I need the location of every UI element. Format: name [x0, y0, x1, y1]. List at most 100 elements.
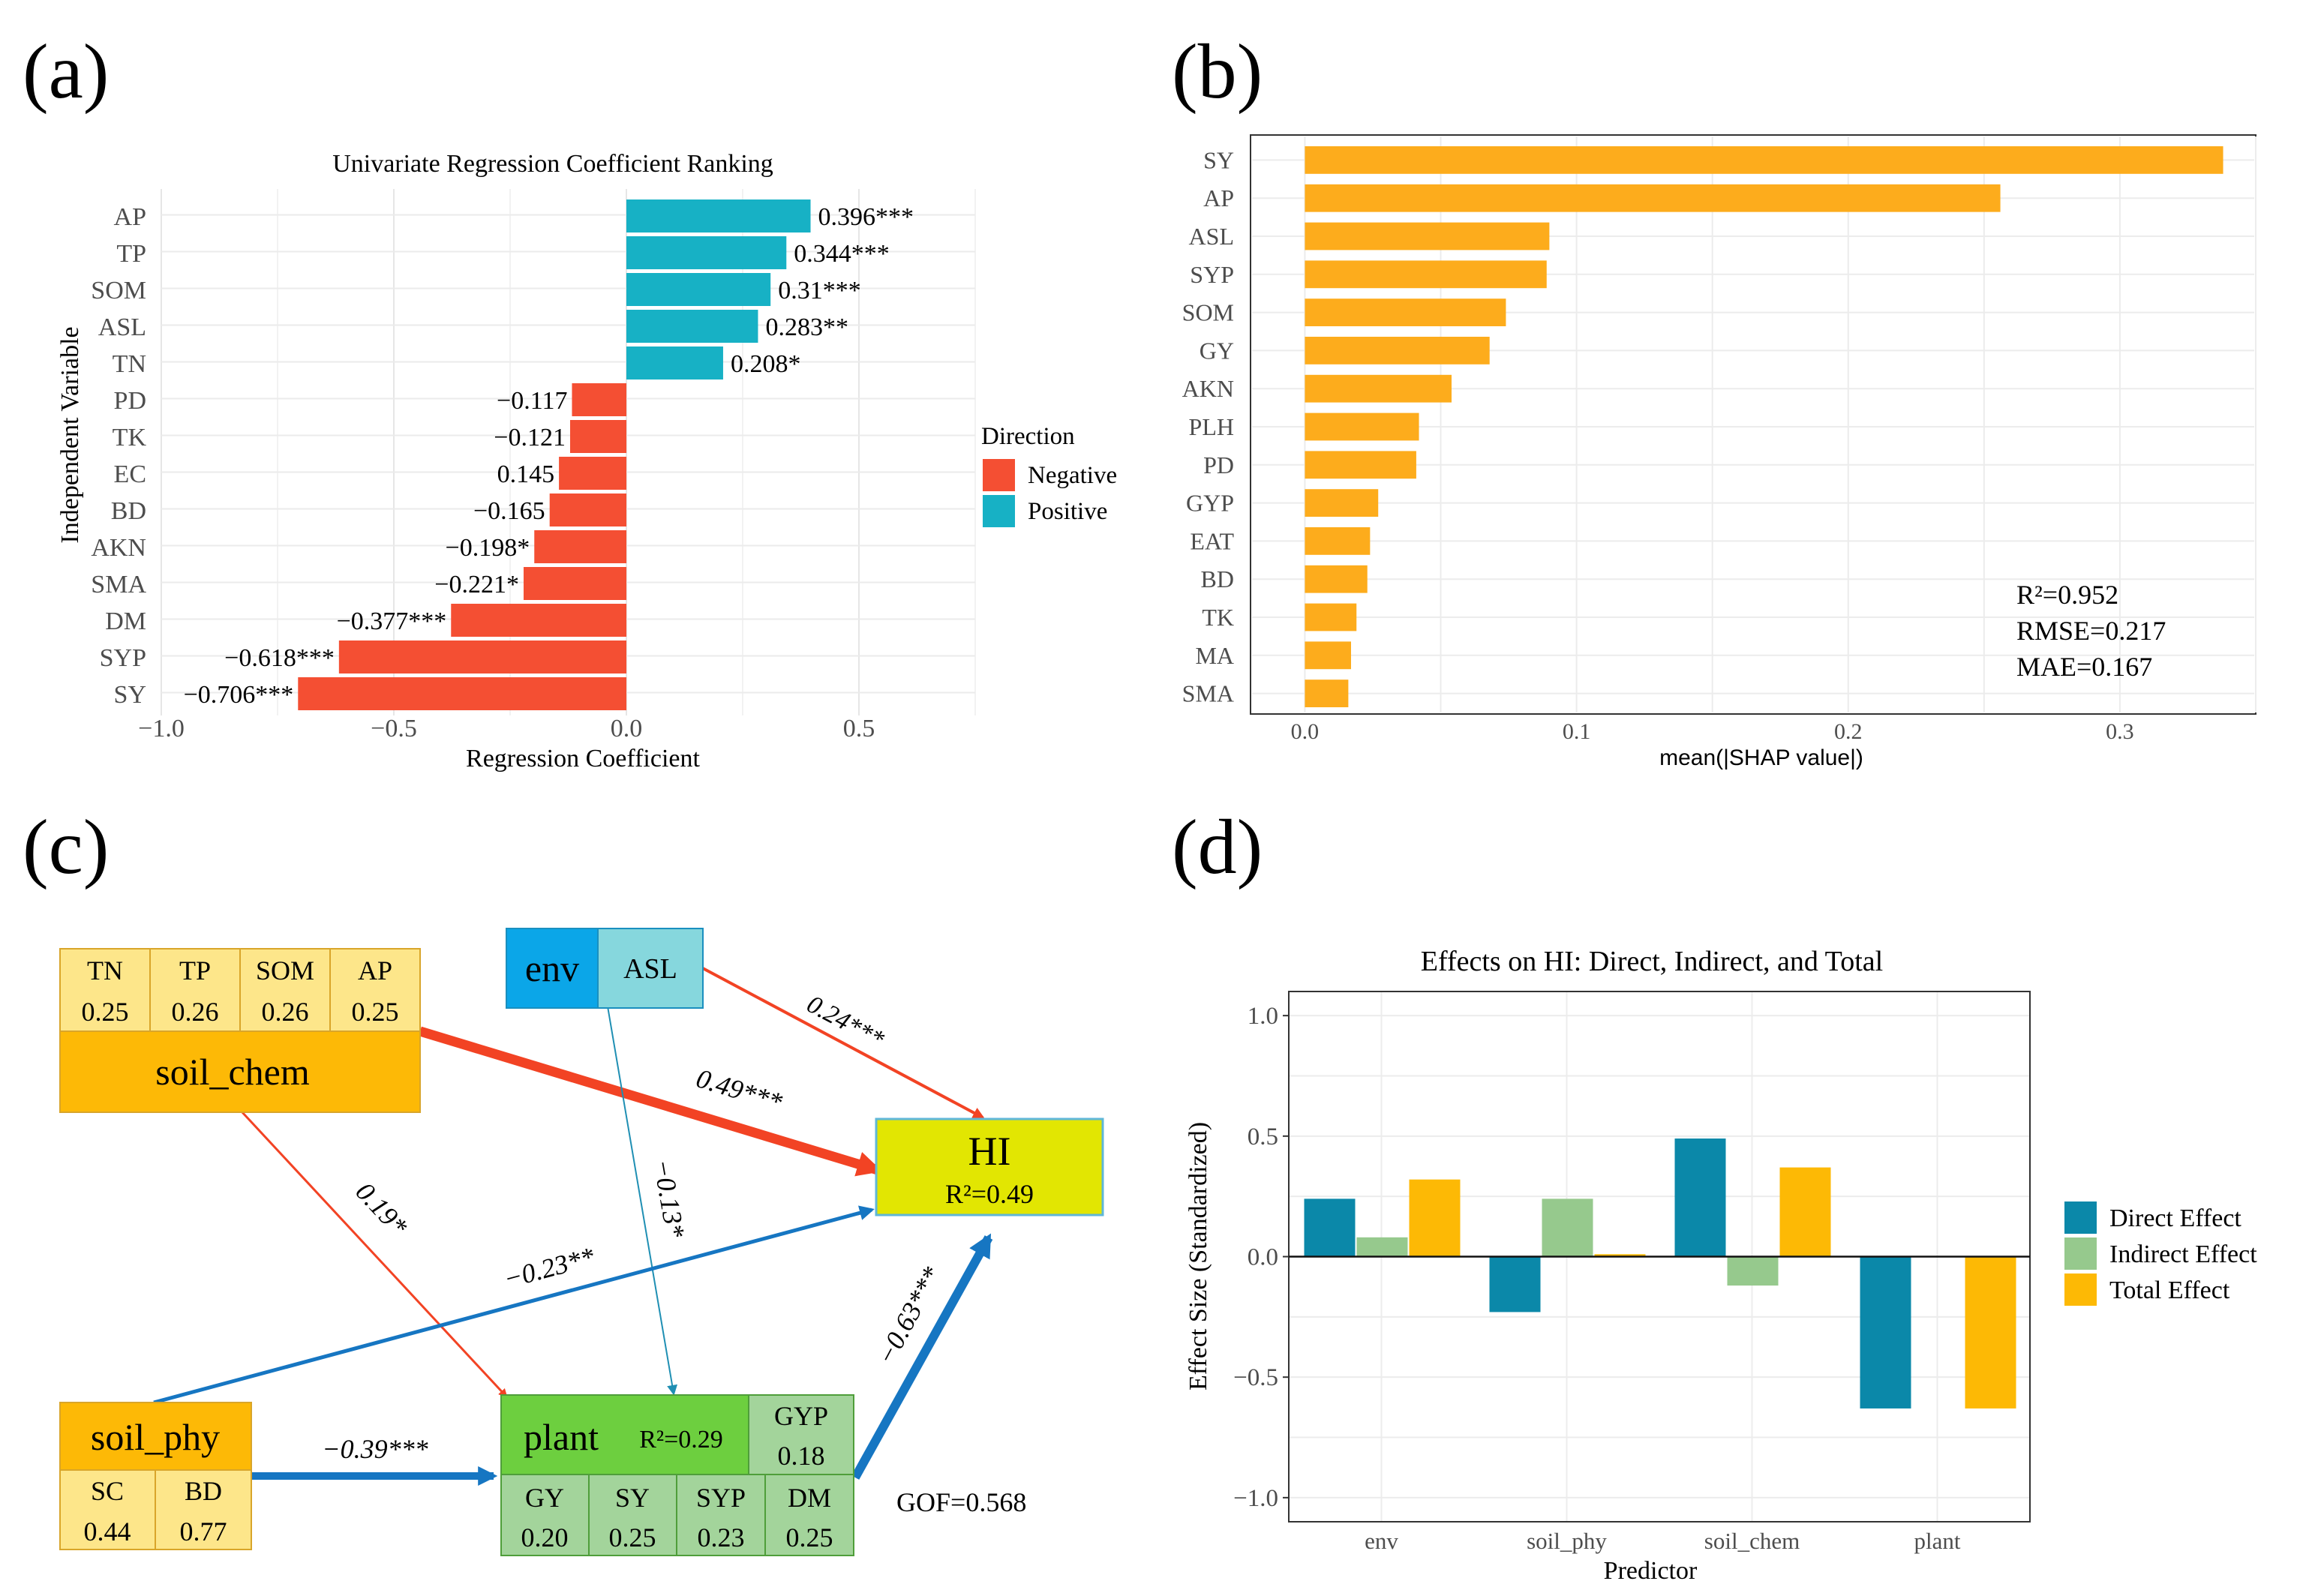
panel-a-legend: Direction Negative Positive: [981, 423, 1117, 527]
category-label: PLH: [1189, 413, 1234, 440]
plant-r2: R²=0.29: [639, 1426, 723, 1454]
bar-pd: [1305, 451, 1416, 479]
category-label: SOM: [91, 277, 146, 304]
category-label: SMA: [1182, 680, 1234, 707]
bar-asl: [1305, 222, 1550, 250]
bar-dm: [451, 604, 626, 637]
legend-label-positive: Positive: [1028, 498, 1107, 525]
panel-b-label: (b): [1172, 28, 1263, 115]
env-indicator: [597, 928, 704, 1009]
category-label: env: [1365, 1528, 1398, 1554]
coef-phy-plant: −0.39***: [322, 1434, 428, 1464]
plant-gyp-cell: [748, 1394, 854, 1475]
indicator-SY: SY: [615, 1483, 650, 1513]
bar-sy: [1305, 146, 2223, 174]
value-label: 0.344***: [794, 240, 890, 268]
bar-gy: [1305, 337, 1490, 364]
path-env-hi: [701, 966, 985, 1119]
panel-d-title: Effects on HI: Direct, Indirect, and Tot…: [1421, 946, 1883, 977]
panel-a-value-labels: 0.396*** 0.344*** 0.31*** 0.283** 0.208* −0.1…: [184, 203, 914, 709]
value-label: −0.706***: [184, 681, 294, 709]
bar-ec: [559, 457, 626, 490]
value-label: 0.396***: [818, 203, 914, 231]
y-tick-label: 0.0: [1248, 1244, 1278, 1271]
bar-ap: [1305, 184, 2001, 212]
bar-tk: [569, 420, 626, 453]
loading-DM: 0.25: [786, 1522, 833, 1552]
bar-indirect-effect-soil_chem: [1727, 1256, 1779, 1286]
bar-total-effect-soil_phy: [1594, 1254, 1646, 1257]
panel-d-bars: [1289, 1138, 2030, 1408]
panel-a: (a) Univariate Regression Coefficient Ra…: [23, 28, 1117, 772]
legend-swatch-indirect: [2064, 1238, 2097, 1270]
category-label: SYP: [100, 644, 146, 672]
panel-a-category-labels: AP TP SOM ASL TN PD TK EC BD AKN SMA DM SYP SY: [91, 203, 146, 709]
category-label: TN: [113, 350, 146, 378]
hi-latent: [875, 1118, 1104, 1216]
category-label: BD: [111, 497, 146, 525]
soil-chem-name: soil_chem: [155, 1051, 310, 1093]
value-label: −0.618***: [224, 644, 335, 672]
category-label: TK: [113, 424, 147, 452]
value-label: −0.121: [494, 424, 566, 452]
value-label: 0.283**: [765, 314, 848, 341]
indicator-AP: AP: [358, 956, 392, 986]
indicator-GYP: GYP: [774, 1401, 828, 1431]
indicator-SC: SC: [91, 1476, 124, 1506]
env-latent: [506, 928, 599, 1009]
panel-a-label: (a): [23, 28, 109, 115]
path-env-plant: [601, 970, 678, 1396]
bar-asl: [626, 310, 758, 343]
category-label: ASL: [98, 314, 146, 341]
legend-label-indirect: Indirect Effect: [2109, 1240, 2257, 1268]
bar-sma: [1305, 680, 1349, 707]
value-label: −0.377***: [337, 608, 447, 635]
path-phy-hi: [153, 1205, 875, 1405]
x-tick-label: 0.1: [1563, 719, 1591, 744]
metric-mae: MAE=0.167: [2016, 652, 2152, 682]
value-label: −0.165: [473, 497, 545, 525]
coef-chem-hi: 0.49***: [693, 1063, 786, 1117]
loading-SOM: 0.26: [262, 997, 309, 1027]
panel-b-bars: [1305, 146, 2223, 707]
loading-GYP: 0.18: [778, 1441, 825, 1471]
y-tick-label: −0.5: [1233, 1364, 1278, 1391]
loading-SYP: 0.23: [698, 1522, 745, 1552]
category-label: EC: [114, 460, 146, 488]
hi-r2: R²=0.49: [945, 1179, 1034, 1209]
panel-b-xlabel: mean(|SHAP value|): [1659, 746, 1863, 770]
panel-d-ylabel: Effect Size (Standardized): [1185, 1122, 1212, 1390]
indicator-GY: GY: [525, 1483, 564, 1513]
panel-a-ylabel: Independent Variable: [56, 326, 84, 543]
bar-direct-effect-env: [1304, 1198, 1356, 1257]
block-soil-phy: soil_phy SC BD 0.44 0.77: [59, 1402, 252, 1550]
bar-som: [626, 273, 771, 306]
category-label: SYP: [1190, 261, 1234, 288]
bar-gyp: [1305, 489, 1379, 517]
panel-a-x-ticks: −1.0 −0.5 0.0 0.5: [138, 715, 875, 742]
category-label: SOM: [1182, 299, 1234, 326]
bar-total-effect-plant: [1965, 1256, 2016, 1408]
loading-BD: 0.77: [180, 1516, 227, 1546]
bar-syp: [1305, 260, 1547, 289]
indicator-ASL: ASL: [623, 953, 677, 985]
loading-SY: 0.25: [609, 1522, 656, 1552]
block-soil-chem: TN TP SOM AP 0.25 0.26 0.26 0.25 soil_ch…: [59, 948, 421, 1113]
x-tick-label: −1.0: [138, 715, 185, 742]
panel-d: (d) Effects on HI: Direct, Indirect, and…: [1172, 804, 2257, 1585]
value-label: −0.221*: [434, 571, 519, 598]
x-tick-label: 0.3: [2106, 719, 2134, 744]
panel-a-xlabel: Regression Coefficient: [466, 745, 700, 772]
panel-d-category-labels: env soil_phy soil_chem plant: [1365, 1528, 1961, 1554]
bar-tn: [626, 346, 723, 380]
legend-swatch-negative: [983, 459, 1015, 491]
indicator-BD: BD: [185, 1476, 222, 1506]
bar-akn: [534, 530, 626, 563]
bar-som: [1305, 298, 1506, 326]
legend-swatch-total: [2064, 1274, 2097, 1306]
category-label: TK: [1202, 604, 1234, 631]
path-plant-hi: [851, 1233, 993, 1480]
panel-a-title: Univariate Regression Coefficient Rankin…: [332, 150, 773, 178]
soil-phy-latent: [59, 1402, 252, 1471]
category-label: AKN: [91, 534, 146, 562]
